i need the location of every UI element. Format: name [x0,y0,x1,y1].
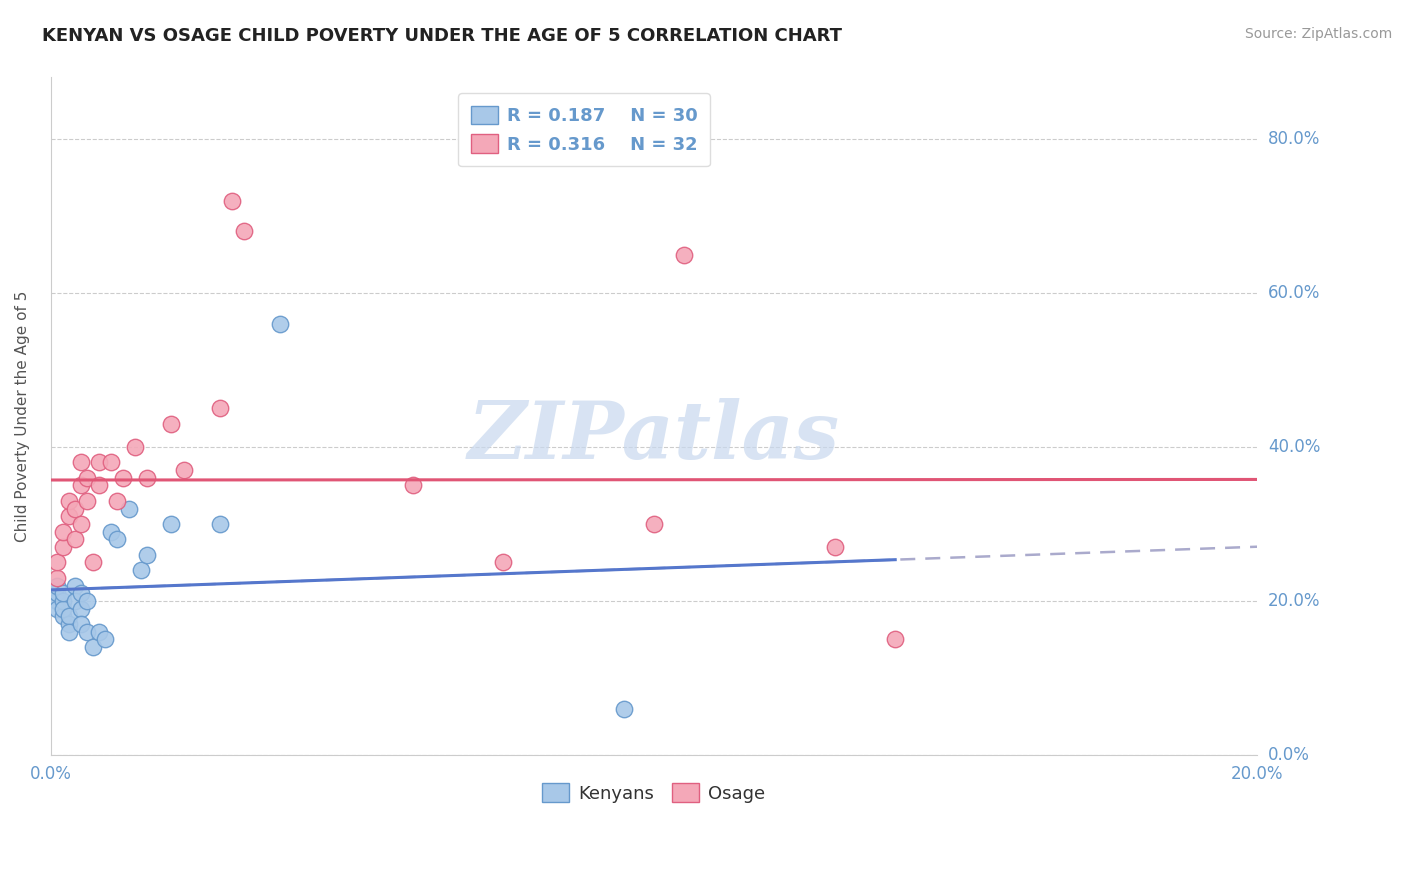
Point [58,624,80,639]
Point [643,516,665,531]
Point [824,540,846,554]
Text: KENYAN VS OSAGE CHILD POVERTY UNDER THE AGE OF 5 CORRELATION CHART: KENYAN VS OSAGE CHILD POVERTY UNDER THE … [42,27,842,45]
Point [63,578,86,592]
Point [105,493,128,508]
Point [884,632,907,647]
Point [45,556,67,570]
Point [52,594,75,608]
Text: ZIPatlas: ZIPatlas [468,398,839,475]
Point [63,533,86,547]
Point [70,478,93,492]
Point [76,471,98,485]
Point [45,571,67,585]
Point [160,516,183,531]
Point [70,516,93,531]
Point [76,493,98,508]
Legend: Kenyans, Osage: Kenyans, Osage [531,772,776,814]
Point [100,524,122,539]
Point [94,632,117,647]
Point [45,594,67,608]
Point [45,586,67,600]
Point [52,609,75,624]
Point [136,471,159,485]
Point [45,578,67,592]
Point [82,640,104,654]
Point [105,533,128,547]
Text: 40.0%: 40.0% [1268,438,1320,456]
Point [82,556,104,570]
Point [208,401,231,416]
Point [76,624,98,639]
Text: Source: ZipAtlas.com: Source: ZipAtlas.com [1244,27,1392,41]
Point [87,455,110,469]
Point [76,594,98,608]
Point [87,478,110,492]
Point [673,247,696,261]
Point [124,440,146,454]
Text: 20.0%: 20.0% [1268,592,1320,610]
Point [52,524,75,539]
Point [52,601,75,615]
Point [70,586,93,600]
Point [173,463,195,477]
Point [100,455,122,469]
Point [160,417,183,431]
Point [269,317,291,331]
Point [45,601,67,615]
Point [58,609,80,624]
Point [87,624,110,639]
Point [70,617,93,632]
Point [208,516,231,531]
Point [613,702,636,716]
Point [492,556,515,570]
Point [58,493,80,508]
Point [70,455,93,469]
Point [63,501,86,516]
Point [70,601,93,615]
Point [129,563,152,577]
Point [58,509,80,524]
Point [112,471,135,485]
Text: 60.0%: 60.0% [1268,284,1320,302]
Point [136,548,159,562]
Point [232,224,254,238]
Text: 0.0%: 0.0% [1268,746,1310,764]
Point [402,478,425,492]
Point [52,540,75,554]
Point [63,594,86,608]
Text: 80.0%: 80.0% [1268,130,1320,148]
Point [58,617,80,632]
Point [52,586,75,600]
Point [118,501,141,516]
Y-axis label: Child Poverty Under the Age of 5: Child Poverty Under the Age of 5 [15,291,30,541]
Point [221,194,243,208]
